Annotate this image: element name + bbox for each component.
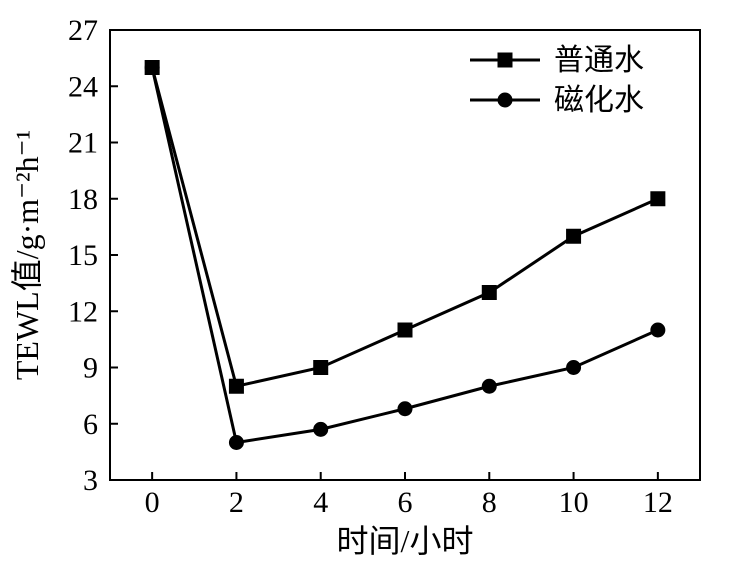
x-axis-title: 时间/小时 [337, 523, 474, 559]
y-tick-label: 12 [68, 295, 98, 328]
series-marker [145, 61, 159, 75]
series-marker [398, 323, 412, 337]
series-marker [651, 192, 665, 206]
y-tick-label: 24 [68, 70, 98, 103]
series-marker [567, 361, 581, 375]
series-marker [229, 436, 243, 450]
legend-marker-square-icon [498, 53, 512, 67]
series-marker [651, 323, 665, 337]
series-marker [398, 402, 412, 416]
series-marker [567, 229, 581, 243]
y-tick-label: 9 [83, 352, 98, 385]
x-tick-label: 2 [229, 486, 244, 519]
tewl-line-chart: 024681012时间/小时369121518212427TEWL值/g·m⁻²… [0, 0, 741, 567]
series-marker [229, 379, 243, 393]
series-marker [482, 286, 496, 300]
x-tick-label: 0 [145, 486, 160, 519]
legend-label: 磁化水 [554, 84, 644, 117]
series-marker [314, 361, 328, 375]
y-tick-label: 3 [83, 464, 98, 497]
x-tick-label: 10 [559, 486, 589, 519]
legend-label: 普通水 [554, 44, 644, 77]
x-tick-label: 6 [398, 486, 413, 519]
y-tick-label: 18 [68, 183, 98, 216]
y-tick-label: 15 [68, 239, 98, 272]
y-tick-label: 21 [68, 127, 98, 160]
y-axis-title: TEWL值/g·m⁻²h⁻¹ [9, 130, 45, 380]
series-marker [482, 379, 496, 393]
x-tick-label: 12 [643, 486, 673, 519]
x-tick-label: 8 [482, 486, 497, 519]
y-tick-label: 27 [68, 14, 98, 47]
legend-marker-circle-icon [498, 93, 512, 107]
x-tick-label: 4 [313, 486, 328, 519]
y-tick-label: 6 [83, 408, 98, 441]
series-marker [314, 422, 328, 436]
